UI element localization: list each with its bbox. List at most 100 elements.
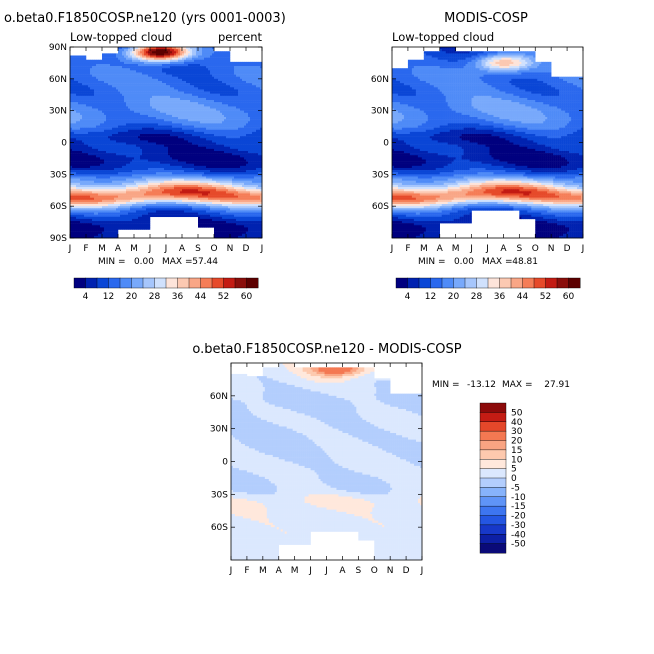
heatmap-cell [170,93,173,97]
heatmap-cell [120,70,123,73]
heatmap-cell [110,83,113,86]
heatmap-cell [136,108,139,111]
heatmap-cell [164,61,167,65]
heatmap-cell [126,110,129,114]
heatmap-cell [82,68,85,71]
heatmap-cell [120,114,123,118]
heatmap-cell [70,140,73,143]
heatmap-cell [164,117,167,120]
heatmap-cell [94,153,97,156]
heatmap-cell [238,100,241,103]
heatmap-cell [248,78,251,82]
heatmap-cell [162,70,165,73]
heatmap-cell [144,129,147,133]
heatmap-cell [78,119,81,122]
heatmap-cell [238,127,241,131]
heatmap-cell [102,148,105,152]
heatmap-cell [232,110,235,114]
heatmap-cell [208,59,211,63]
heatmap-cell [158,80,161,84]
heatmap-cell [242,131,245,135]
heatmap-cell [234,121,237,124]
heatmap-cell [230,74,233,77]
heatmap-cell [254,129,257,133]
heatmap-cell [226,144,229,147]
heatmap-cell [188,140,191,143]
heatmap-cell [250,97,253,101]
heatmap-cell [92,153,95,156]
heatmap-cell [134,51,137,54]
heatmap-cell [182,93,185,97]
heatmap-cell [184,150,187,154]
heatmap-cell [220,144,223,147]
heatmap-cell [240,153,243,156]
heatmap-cell [112,134,115,137]
heatmap-cell [108,63,111,67]
heatmap-cell [254,89,257,92]
heatmap-cell [176,117,179,120]
heatmap-cell [164,157,167,160]
heatmap-cell [116,83,119,86]
heatmap-cell [152,85,155,88]
heatmap-cell [74,136,77,139]
heatmap-cell [136,131,139,135]
heatmap-cell [104,66,107,69]
heatmap-cell [148,102,151,105]
heatmap-cell [214,63,217,67]
heatmap-cell [254,91,257,94]
heatmap-cell [212,87,215,90]
heatmap-cell [174,138,177,141]
heatmap-cell [96,127,99,131]
heatmap-cell [160,148,163,152]
heatmap-cell [110,117,113,120]
heatmap-cell [168,70,171,73]
heatmap-cell [82,140,85,143]
heatmap-cell [260,63,263,67]
heatmap-cell [160,97,163,101]
heatmap-cell [242,76,245,80]
heatmap-cell [142,129,145,133]
heatmap-cell [228,102,231,105]
heatmap-cell [186,89,189,92]
heatmap-cell [258,97,261,101]
heatmap-cell [160,134,163,137]
heatmap-cell [128,72,131,75]
heatmap-cell [244,93,247,97]
heatmap-cell [236,89,239,92]
heatmap-cell [136,161,139,164]
heatmap-cell [196,51,199,54]
heatmap-cell [124,72,127,75]
heatmap-cell [230,148,233,152]
heatmap-cell [122,106,125,109]
heatmap-cell [246,74,249,77]
heatmap-cell [172,97,175,101]
heatmap-cell [78,57,81,60]
heatmap-cell [82,78,85,82]
heatmap-cell [246,108,249,111]
heatmap-cell [84,150,87,154]
heatmap-cell [220,89,223,92]
heatmap-cell [246,72,249,75]
heatmap-cell [134,155,137,158]
heatmap-cell [118,49,121,52]
heatmap-cell [252,97,255,101]
heatmap-cell [198,80,201,84]
heatmap-cell [252,131,255,135]
heatmap-cell [216,89,219,92]
heatmap-cell [110,100,113,103]
heatmap-cell [80,97,83,101]
heatmap-cell [208,123,211,126]
heatmap-cell [150,114,153,118]
heatmap-cell [134,78,137,82]
heatmap-cell [130,85,133,88]
heatmap-cell [152,97,155,101]
heatmap-cell [138,110,141,114]
heatmap-cell [78,91,81,94]
heatmap-cell [120,91,123,94]
heatmap-cell [116,61,119,65]
heatmap-cell [140,78,143,82]
heatmap-cell [92,140,95,143]
heatmap-cell [146,138,149,141]
heatmap-cell [118,80,121,84]
heatmap-cell [116,136,119,139]
